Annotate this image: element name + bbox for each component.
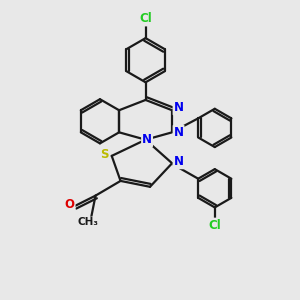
Text: O: O bbox=[64, 198, 75, 211]
Text: Cl: Cl bbox=[208, 219, 221, 232]
Text: S: S bbox=[100, 148, 109, 161]
Text: CH₃: CH₃ bbox=[78, 217, 99, 227]
Text: N: N bbox=[174, 126, 184, 139]
Text: Cl: Cl bbox=[139, 13, 152, 26]
Text: N: N bbox=[174, 101, 184, 114]
Text: N: N bbox=[174, 155, 184, 168]
Text: N: N bbox=[142, 133, 152, 146]
